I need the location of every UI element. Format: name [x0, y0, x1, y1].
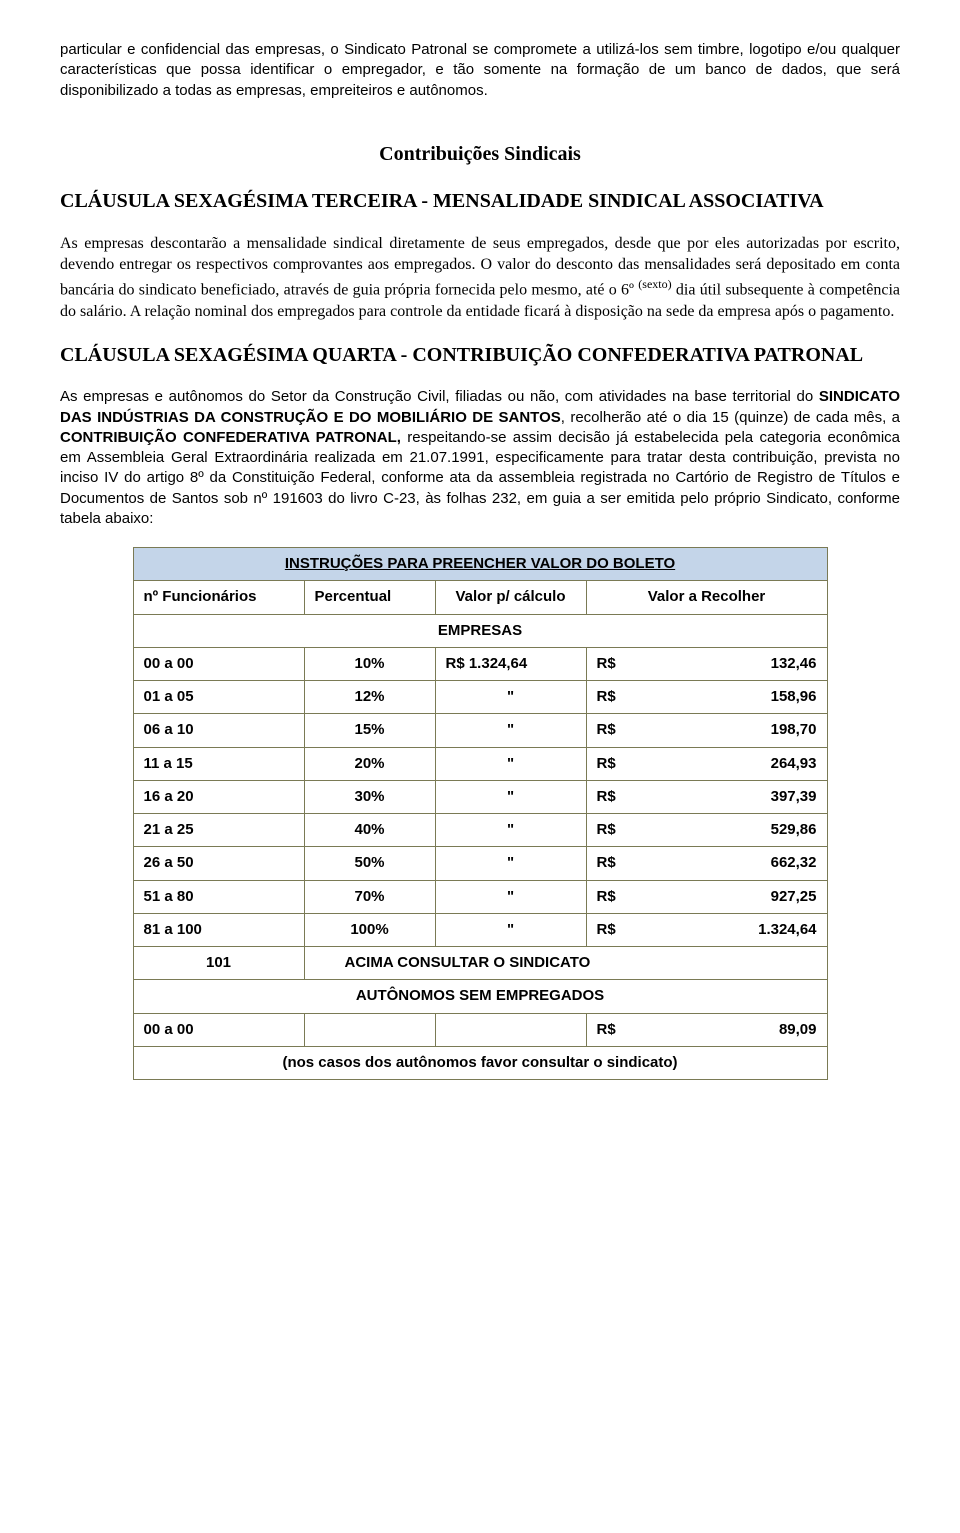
clause-64-body-a: As empresas e autônomos do Setor da Cons…	[60, 388, 819, 405]
cell-valp: "	[435, 747, 586, 780]
clause-64-body: As empresas e autônomos do Setor da Cons…	[60, 387, 900, 529]
cell-rec: R$ 397,39	[586, 780, 827, 813]
rec-currency: R$	[597, 853, 616, 873]
rec-amount: 927,25	[771, 887, 817, 907]
cell-func: 00 a 00	[133, 647, 304, 680]
cell-pct-empty	[304, 1013, 435, 1046]
rec-amount: 264,93	[771, 754, 817, 774]
cell-rec: R$ 927,25	[586, 880, 827, 913]
rec-amount: 132,46	[771, 654, 817, 674]
table-row: 06 a 10 15% " R$ 198,70	[133, 714, 827, 747]
cell-func: 11 a 15	[133, 747, 304, 780]
col-valor-calculo: Valor p/ cálculo	[435, 581, 586, 614]
rec-amount: 158,96	[771, 687, 817, 707]
cell-rec: R$ 158,96	[586, 681, 827, 714]
note-row: (nos casos dos autônomos favor consultar…	[133, 1046, 827, 1079]
table-row: 11 a 15 20% " R$ 264,93	[133, 747, 827, 780]
cell-valp: "	[435, 913, 586, 946]
cell-valp: "	[435, 814, 586, 847]
cell-func: 16 a 20	[133, 780, 304, 813]
cell-func: 81 a 100	[133, 913, 304, 946]
rec-currency: R$	[597, 887, 616, 907]
cell-101-text: ACIMA CONSULTAR O SINDICATO	[304, 947, 827, 980]
cell-func: 00 a 00	[133, 1013, 304, 1046]
clause-63-sexto: (sexto)	[638, 277, 671, 291]
cell-valp: "	[435, 880, 586, 913]
clause-64-body-b: , recolherão até o dia 15 (quinze) de ca…	[561, 409, 900, 426]
rec-amount: 529,86	[771, 820, 817, 840]
section-title-contribuicoes: Contribuições Sindicais	[60, 141, 900, 168]
cell-101: 101	[133, 947, 304, 980]
cell-pct: 12%	[304, 681, 435, 714]
autonomos-header-row: AUTÔNOMOS SEM EMPREGADOS	[133, 980, 827, 1013]
cell-pct: 40%	[304, 814, 435, 847]
table-row: 01 a 05 12% " R$ 158,96	[133, 681, 827, 714]
rec-currency: R$	[597, 787, 616, 807]
rec-currency: R$	[597, 754, 616, 774]
cell-valp-empty	[435, 1013, 586, 1046]
empresas-label: EMPRESAS	[133, 614, 827, 647]
col-valor-recolher: Valor a Recolher	[586, 581, 827, 614]
table-row: 21 a 25 40% " R$ 529,86	[133, 814, 827, 847]
rec-currency: R$	[597, 687, 616, 707]
rec-amount: 198,70	[771, 720, 817, 740]
rec-currency: R$	[597, 920, 616, 940]
col-funcionarios: nº Funcionários	[133, 581, 304, 614]
cell-valp: "	[435, 780, 586, 813]
table-row: 26 a 50 50% " R$ 662,32	[133, 847, 827, 880]
rec-amount: 1.324,64	[758, 920, 816, 940]
cell-func: 51 a 80	[133, 880, 304, 913]
cell-valp: R$ 1.324,64	[435, 647, 586, 680]
cell-pct: 70%	[304, 880, 435, 913]
table-row: 00 a 00 10% R$ 1.324,64 R$ 132,46	[133, 647, 827, 680]
cell-valp: "	[435, 681, 586, 714]
rec-amount: 397,39	[771, 787, 817, 807]
cell-pct: 10%	[304, 647, 435, 680]
table-row: 16 a 20 30% " R$ 397,39	[133, 780, 827, 813]
cell-pct: 50%	[304, 847, 435, 880]
rec-currency: R$	[597, 1020, 616, 1040]
cell-pct: 20%	[304, 747, 435, 780]
table-row: 51 a 80 70% " R$ 927,25	[133, 880, 827, 913]
cell-rec: R$ 1.324,64	[586, 913, 827, 946]
col-percentual: Percentual	[304, 581, 435, 614]
autonomos-label: AUTÔNOMOS SEM EMPREGADOS	[133, 980, 827, 1013]
cell-pct: 15%	[304, 714, 435, 747]
rec-currency: R$	[597, 820, 616, 840]
clause-63-body: As empresas descontarão a mensalidade si…	[60, 233, 900, 323]
cell-pct: 30%	[304, 780, 435, 813]
cell-rec: R$ 529,86	[586, 814, 827, 847]
instructions-table: INSTRUÇÕES PARA PREENCHER VALOR DO BOLET…	[133, 547, 828, 1080]
clause-64-title: CLÁUSULA SEXAGÉSIMA QUARTA - CONTRIBUIÇÃ…	[60, 342, 900, 369]
clause-64-bold-2: CONTRIBUIÇÃO CONFEDERATIVA PATRONAL,	[60, 429, 401, 446]
cell-rec: R$ 662,32	[586, 847, 827, 880]
rec-currency: R$	[597, 720, 616, 740]
cell-valp: "	[435, 847, 586, 880]
cell-rec: R$ 132,46	[586, 647, 827, 680]
table-subheader-row: nº Funcionários Percentual Valor p/ cálc…	[133, 581, 827, 614]
cell-func: 01 a 05	[133, 681, 304, 714]
table-header-row: INSTRUÇÕES PARA PREENCHER VALOR DO BOLET…	[133, 548, 827, 581]
cell-rec: R$ 89,09	[586, 1013, 827, 1046]
clause-63-title: CLÁUSULA SEXAGÉSIMA TERCEIRA - MENSALIDA…	[60, 188, 900, 215]
cell-rec: R$ 264,93	[586, 747, 827, 780]
cell-func: 26 a 50	[133, 847, 304, 880]
cell-func: 21 a 25	[133, 814, 304, 847]
rec-currency: R$	[597, 654, 616, 674]
cell-valp: "	[435, 714, 586, 747]
autonomos-row: 00 a 00 R$ 89,09	[133, 1013, 827, 1046]
row-101: 101 ACIMA CONSULTAR O SINDICATO	[133, 947, 827, 980]
rec-amount: 662,32	[771, 853, 817, 873]
intro-paragraph: particular e confidencial das empresas, …	[60, 40, 900, 101]
empresas-row: EMPRESAS	[133, 614, 827, 647]
rec-amount: 89,09	[779, 1020, 817, 1040]
note-text: (nos casos dos autônomos favor consultar…	[133, 1046, 827, 1079]
table-header: INSTRUÇÕES PARA PREENCHER VALOR DO BOLET…	[133, 548, 827, 581]
cell-pct: 100%	[304, 913, 435, 946]
cell-rec: R$ 198,70	[586, 714, 827, 747]
cell-func: 06 a 10	[133, 714, 304, 747]
table-row: 81 a 100 100% " R$ 1.324,64	[133, 913, 827, 946]
